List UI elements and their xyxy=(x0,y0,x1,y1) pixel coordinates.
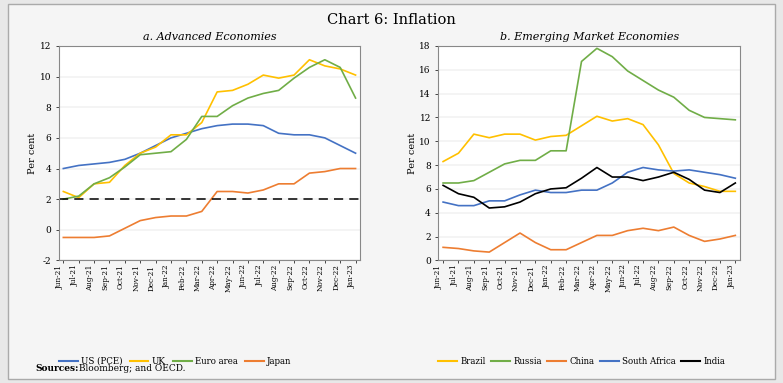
Text: Sources:: Sources: xyxy=(35,365,79,373)
Text: Chart 6: Inflation: Chart 6: Inflation xyxy=(327,13,456,28)
Legend: Brazil, Russia, China, South Africa, India: Brazil, Russia, China, South Africa, Ind… xyxy=(435,353,729,369)
Title: b. Emerging Market Economies: b. Emerging Market Economies xyxy=(500,33,679,43)
Y-axis label: Per cent: Per cent xyxy=(408,133,417,174)
Legend: US (PCE), UK, Euro area, Japan: US (PCE), UK, Euro area, Japan xyxy=(55,353,295,369)
Text: Bloomberg; and OECD.: Bloomberg; and OECD. xyxy=(76,365,186,373)
Title: a. Advanced Economies: a. Advanced Economies xyxy=(143,33,276,43)
Y-axis label: Per cent: Per cent xyxy=(28,133,37,174)
